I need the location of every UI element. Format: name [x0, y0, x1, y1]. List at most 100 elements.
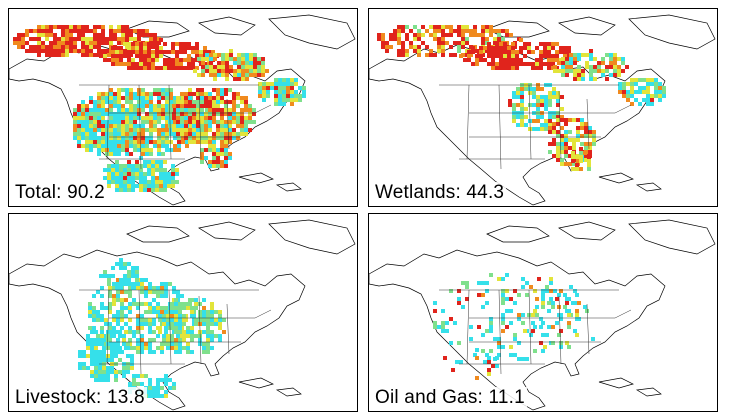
emission-cell — [167, 58, 171, 62]
emission-cell — [191, 58, 195, 62]
emission-cell — [173, 100, 177, 104]
emission-cell — [133, 128, 137, 132]
emission-cell — [90, 374, 94, 378]
emission-cell — [225, 73, 229, 77]
emission-cell — [162, 314, 166, 318]
emission-cell — [200, 88, 204, 92]
emission-cell — [161, 104, 165, 108]
emission-cell — [569, 65, 573, 69]
emission-cell — [178, 326, 182, 330]
emission-cell — [117, 37, 121, 41]
emission-cell — [302, 86, 306, 90]
emission-cell — [90, 358, 94, 362]
emission-cell — [569, 53, 573, 57]
emission-cell — [253, 57, 257, 61]
emission-cell — [220, 92, 224, 96]
emission-cell — [170, 334, 174, 338]
emission-cell — [129, 136, 133, 140]
emission-cell — [121, 120, 125, 124]
emission-cell — [145, 136, 149, 140]
emission-cell — [148, 310, 152, 314]
emission-cell — [236, 120, 240, 124]
emission-cell — [109, 88, 113, 92]
emission-cell — [262, 90, 266, 94]
emission-cell — [417, 45, 421, 49]
emission-cell — [179, 62, 183, 66]
emission-cell — [61, 33, 65, 37]
emission-cell — [115, 180, 119, 184]
emission-cell — [118, 334, 122, 338]
emission-cell — [487, 368, 491, 372]
emission-cell — [433, 301, 437, 305]
emission-cell — [548, 95, 552, 99]
emission-cell — [212, 156, 216, 160]
emission-cell — [202, 314, 206, 318]
emission-cell — [564, 122, 568, 126]
emission-cell — [140, 346, 144, 350]
emission-cell — [65, 53, 69, 57]
emission-cell — [471, 62, 475, 66]
emission-cell — [286, 82, 290, 86]
emission-cell — [437, 25, 441, 29]
emission-cell — [557, 69, 561, 73]
emission-cell — [97, 140, 101, 144]
emission-cell — [555, 321, 559, 325]
emission-cell — [119, 46, 123, 50]
emission-cell — [232, 112, 236, 116]
emission-cell — [556, 154, 560, 158]
emission-cell — [165, 144, 169, 148]
emission-cell — [89, 96, 93, 100]
emission-cell — [41, 41, 45, 45]
emission-cell — [248, 120, 252, 124]
emission-cell — [220, 128, 224, 132]
emission-cell — [65, 25, 69, 29]
emission-cell — [491, 58, 495, 62]
emission-cell — [45, 45, 49, 49]
emission-cell — [540, 115, 544, 119]
emission-cell — [481, 293, 485, 297]
emission-cell — [209, 73, 213, 77]
emission-cell — [516, 95, 520, 99]
emission-cell — [93, 124, 97, 128]
emission-cell — [266, 90, 270, 94]
emission-cell — [73, 120, 77, 124]
island-outline — [598, 172, 634, 184]
emission-cell — [173, 96, 177, 100]
emission-cell — [115, 168, 119, 172]
emission-cell — [662, 94, 666, 98]
emission-cell — [202, 318, 206, 322]
emission-cell — [588, 146, 592, 150]
emission-cell — [125, 152, 129, 156]
emission-cell — [397, 41, 401, 45]
emission-cell — [196, 136, 200, 140]
emission-cell — [536, 107, 540, 111]
emission-cell — [552, 142, 556, 146]
emission-cell — [139, 188, 143, 192]
emission-cell — [98, 374, 102, 378]
emission-cell — [129, 100, 133, 104]
emission-cell — [213, 73, 217, 77]
emission-cell — [77, 140, 81, 144]
emission-cell — [208, 128, 212, 132]
emission-cell — [536, 119, 540, 123]
emission-cell — [129, 112, 133, 116]
emission-cell — [137, 132, 141, 136]
emission-cell — [186, 350, 190, 354]
emission-cell — [577, 73, 581, 77]
emission-cell — [152, 306, 156, 310]
emission-cell — [577, 301, 581, 305]
emission-cell — [155, 42, 159, 46]
emission-cell — [560, 138, 564, 142]
emission-cell — [85, 49, 89, 53]
emission-cell — [100, 330, 104, 334]
emission-cell — [105, 92, 109, 96]
emission-cell — [157, 104, 161, 108]
emission-cell — [152, 286, 156, 290]
emission-cell — [217, 53, 221, 57]
emission-cell — [405, 49, 409, 53]
emission-cell — [89, 136, 93, 140]
emission-cell — [124, 298, 128, 302]
emission-cell — [245, 65, 249, 69]
emission-cell — [111, 180, 115, 184]
emission-cell — [212, 144, 216, 148]
